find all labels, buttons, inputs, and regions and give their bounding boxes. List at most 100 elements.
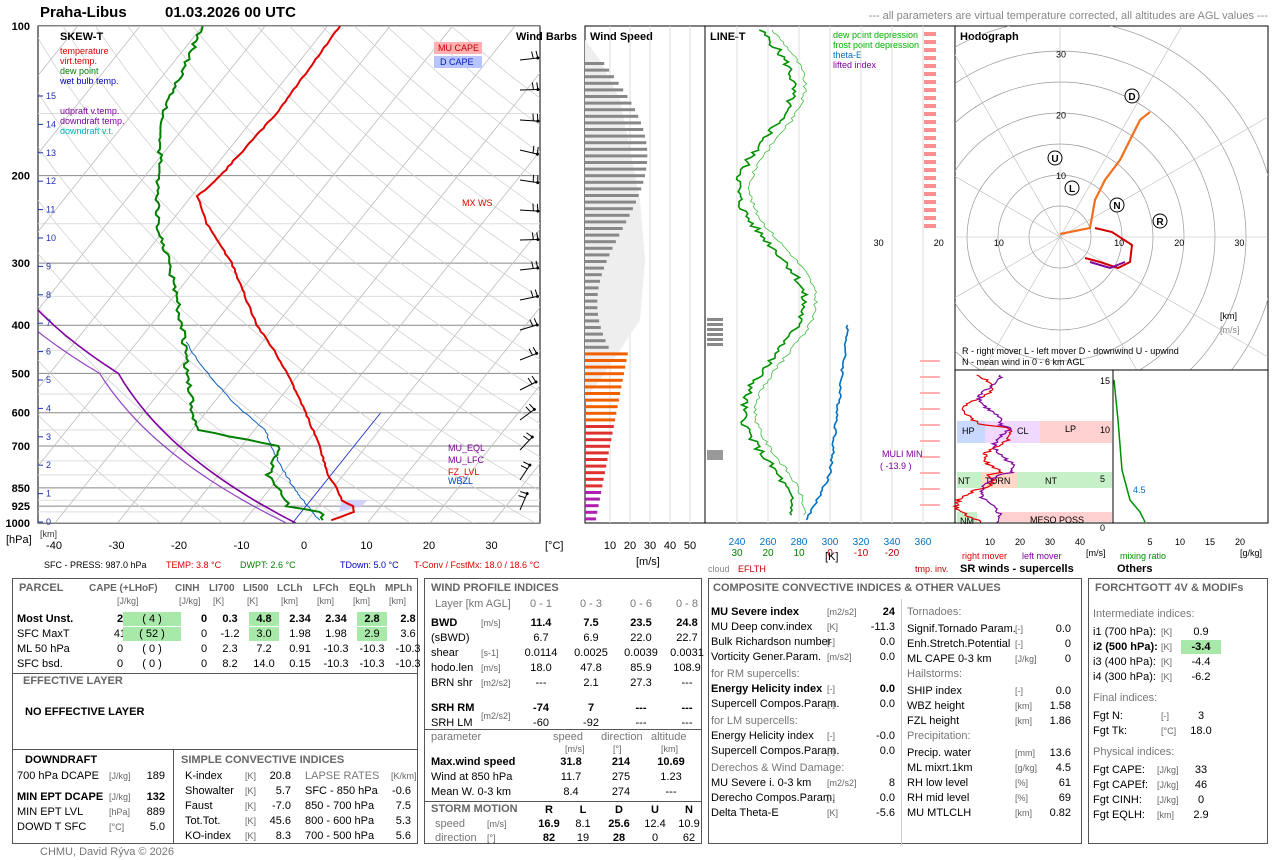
hodo-marker-circle bbox=[1109, 197, 1125, 213]
composite-unit: [mm] bbox=[1015, 748, 1035, 758]
isotherm bbox=[429, 384, 540, 523]
hodo-plot bbox=[955, 26, 1268, 370]
wind-barb bbox=[519, 346, 539, 361]
parcel-panel: PARCEL CAPE (+LHoF) CINH LI700 LI500 LCLh LFCh… bbox=[12, 578, 421, 844]
sr-lp-box bbox=[1040, 421, 1112, 443]
wspeed-unit: [m/s] bbox=[636, 556, 660, 568]
others-xtick: 5 bbox=[1147, 537, 1152, 547]
lapse-name: 700 - 500 hPa bbox=[305, 830, 375, 842]
wspeed-bar bbox=[585, 134, 646, 138]
composite-value: 0 bbox=[1064, 653, 1071, 665]
parcel-value: 4.8 bbox=[249, 612, 279, 626]
parcel-value: ( 0 ) bbox=[142, 643, 162, 655]
parcel-col-head: LI500 bbox=[243, 583, 269, 594]
hodo-marker-circle bbox=[1064, 180, 1080, 196]
wspeed-bar bbox=[585, 88, 624, 92]
fgt-title: FORCHTGOTT 4V & MODIFs bbox=[1095, 582, 1244, 594]
wspeed-bar bbox=[585, 339, 606, 343]
fgt-value: 3 bbox=[1197, 710, 1205, 722]
fgt-unit: [J/kg] bbox=[1157, 765, 1179, 775]
fgt-name: i3 (400 hPa): bbox=[1093, 656, 1156, 668]
wspeed-bar bbox=[585, 187, 642, 191]
wprof-title: WIND PROFILE INDICES bbox=[431, 582, 559, 594]
hodo-spoke bbox=[982, 236, 1061, 370]
wspeed-bar bbox=[585, 108, 636, 112]
temperature-line bbox=[195, 26, 356, 522]
linet-unit-k: [K] bbox=[825, 551, 838, 563]
hodo-spoke bbox=[955, 176, 1061, 238]
downdraft-value: 189 bbox=[146, 770, 165, 782]
linet-k-tick: 300 bbox=[822, 537, 839, 548]
sr-box-label: NT bbox=[958, 476, 970, 486]
wspeed-tick: 40 bbox=[664, 540, 676, 552]
lapse-value: 5.3 bbox=[395, 815, 411, 827]
muli-label: MULI MIN bbox=[882, 449, 923, 459]
temp-tick: 30 bbox=[485, 540, 497, 552]
wind-barb bbox=[519, 403, 536, 421]
parcel-value: 2.34 bbox=[325, 613, 347, 625]
temp-tick: 10 bbox=[360, 540, 372, 552]
composite-value: 0.0 bbox=[1055, 623, 1071, 635]
param-value: 274 bbox=[611, 786, 631, 798]
pressure-tick: 400 bbox=[12, 320, 30, 332]
parcel-col-head: LI700 bbox=[209, 583, 235, 594]
tmp-inv-bar bbox=[920, 392, 940, 394]
sr-nt-box bbox=[957, 472, 982, 488]
others-xtick: 10 bbox=[1175, 537, 1185, 547]
param-value: 214 bbox=[611, 756, 631, 768]
param-head: parameter bbox=[431, 731, 482, 743]
downdraft-name: 700 hPa DCAPE bbox=[17, 770, 99, 782]
composite-value: 24 bbox=[882, 606, 895, 618]
parcel-value: 0.3 bbox=[222, 613, 238, 625]
fgt-unit: [K] bbox=[1161, 627, 1173, 637]
simple-title: SIMPLE CONVECTIVE INDICES bbox=[181, 754, 345, 766]
fgt-value: 18.0 bbox=[1190, 725, 1212, 737]
lapse-unit: [K/km] bbox=[391, 771, 417, 781]
simple-unit: [K] bbox=[245, 786, 257, 796]
hodo-tick: 10 bbox=[1056, 171, 1066, 181]
wprof-col: 0 - 1 bbox=[529, 598, 552, 610]
dry-adiabat bbox=[418, 26, 540, 126]
mu-cape-box bbox=[434, 42, 482, 54]
fgt-value: 0.9 bbox=[1193, 626, 1209, 638]
composite-value: 0.0 bbox=[879, 636, 895, 648]
wind-barb bbox=[519, 232, 540, 242]
tmp-inv-bar bbox=[920, 488, 940, 490]
param-unit: [°] bbox=[613, 744, 622, 754]
dry-adiabat bbox=[38, 92, 536, 523]
downdraft-name: DOWD T SFC bbox=[17, 821, 87, 833]
fgt-unit: [K] bbox=[1161, 642, 1173, 652]
downdraft-value: 132 bbox=[146, 791, 165, 803]
others-frame bbox=[1112, 369, 1269, 524]
dry-adiabat bbox=[38, 306, 286, 523]
composite-section: for RM supercells: bbox=[711, 668, 800, 680]
tmp-inv-bar bbox=[924, 192, 936, 196]
dry-adiabat bbox=[192, 26, 540, 329]
linet-eflth: EFLTH bbox=[738, 564, 766, 574]
tmp-inv-bar bbox=[924, 152, 936, 156]
storm-col: U bbox=[651, 804, 659, 816]
km-tick: 13 bbox=[46, 148, 56, 158]
wprof-value: 0.0031 bbox=[670, 647, 704, 659]
composite-value: 1.58 bbox=[1049, 700, 1071, 712]
wprof-value: 85.9 bbox=[630, 662, 652, 674]
wspeed-tick: 10 bbox=[604, 540, 616, 552]
parcel-unit: [K] bbox=[247, 596, 259, 606]
fgt-value: 46 bbox=[1194, 779, 1208, 791]
srh-value: --- bbox=[681, 702, 693, 714]
wspeed-bar bbox=[585, 299, 598, 303]
hodo-marker-d: D bbox=[1128, 92, 1135, 103]
param-unit: [km] bbox=[661, 744, 678, 754]
freezing-reference bbox=[292, 412, 382, 523]
parcel-unit: [km] bbox=[317, 596, 334, 606]
wspeed-bar bbox=[585, 260, 607, 263]
composite-section: for LM supercells: bbox=[711, 715, 798, 727]
parcel-unit: [km] bbox=[389, 596, 406, 606]
storm-value: 25.6 bbox=[608, 818, 630, 830]
wind-barb bbox=[519, 432, 534, 451]
simple-value: -7.0 bbox=[272, 800, 291, 812]
hodo-marker-circle bbox=[1124, 88, 1140, 104]
wspeed-bar bbox=[585, 352, 628, 356]
wspeed-bar bbox=[585, 477, 604, 481]
downdraft-unit: [hPa] bbox=[109, 807, 131, 817]
